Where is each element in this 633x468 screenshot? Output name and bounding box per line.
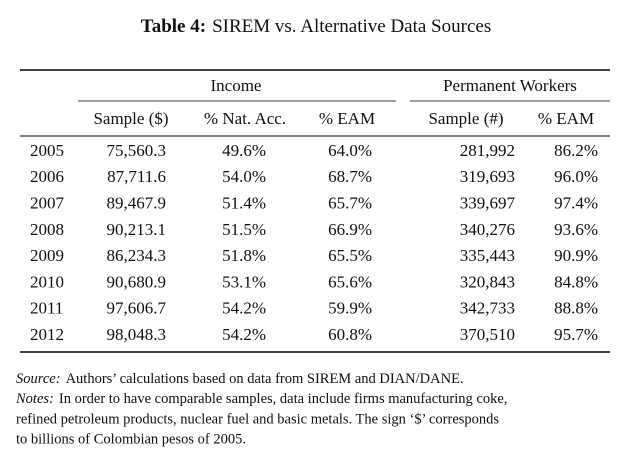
notes-line: Notes: In order to have comparable sample… (15, 391, 507, 407)
table-cell: 60.8% (328, 325, 372, 344)
table-cell: 87,711.6 (107, 167, 166, 186)
table-cell: 65.7% (328, 194, 372, 213)
table-cell: 281,992 (460, 141, 515, 160)
row-year: 2012 (30, 325, 64, 344)
group-header: Income (211, 76, 262, 95)
column-header: Sample (#) (428, 109, 503, 128)
table-cell: 59.9% (328, 299, 372, 318)
table-cell: 90.9% (554, 246, 598, 265)
column-header: % EAM (538, 109, 594, 128)
row-year: 2005 (30, 141, 64, 160)
table-cell: 93.6% (554, 220, 598, 239)
source-label: Source: (16, 371, 61, 387)
table-cell: 86,234.3 (107, 246, 167, 265)
source-note: Source: Authors’ calculations based on da… (16, 371, 464, 387)
notes-line: refined petroleum products, nuclear fuel… (16, 411, 499, 427)
row-year: 2011 (30, 299, 63, 318)
table-cell: 54.0% (222, 167, 266, 186)
notes-line: to billions of Colombian pesos of 2005. (16, 431, 246, 447)
table-title: Table 4: SIREM vs. Alternative Data Sourc… (141, 16, 491, 37)
table-cell: 88.8% (554, 299, 598, 318)
table-cell: 86.2% (554, 141, 598, 160)
table-cell: 54.2% (222, 325, 266, 344)
table-cell: 51.8% (222, 246, 266, 265)
table-cell: 90,213.1 (107, 220, 167, 239)
table-cell: 65.6% (328, 272, 372, 291)
title-text: SIREM vs. Alternative Data Sources (212, 16, 491, 37)
table-cell: 96.0% (554, 167, 598, 186)
table-cell: 49.6% (222, 141, 266, 160)
table-cell: 90,680.9 (107, 272, 167, 291)
table-cell: 335,443 (460, 246, 515, 265)
group-header: Permanent Workers (443, 76, 577, 95)
notes-text: In order to have comparable samples, dat… (59, 391, 508, 407)
table-cell: 340,276 (460, 220, 515, 239)
row-year: 2006 (30, 167, 64, 186)
row-year: 2009 (30, 246, 64, 265)
table-cell: 51.4% (222, 194, 266, 213)
table-cell: 342,733 (460, 299, 515, 318)
table-cell: 98,048.3 (107, 325, 167, 344)
row-year: 2008 (30, 220, 64, 239)
table-cell: 75,560.3 (107, 141, 167, 160)
table-cell: 320,843 (460, 272, 515, 291)
table-cell: 64.0% (328, 141, 372, 160)
column-header: % Nat. Acc. (204, 109, 286, 128)
table-cell: 84.8% (554, 272, 598, 291)
table-cell: 89,467.9 (107, 194, 167, 213)
row-year: 2007 (30, 194, 65, 213)
table-cell: 51.5% (222, 220, 266, 239)
column-header: Sample ($) (93, 109, 168, 128)
title-label: Table 4: (141, 16, 206, 37)
table-cell: 68.7% (328, 167, 372, 186)
notes-label: Notes: (15, 391, 54, 407)
column-header: % EAM (319, 109, 375, 128)
table-cell: 97,606.7 (107, 299, 167, 318)
source-text: Authors’ calculations based on data from… (66, 371, 464, 387)
table-cell: 65.5% (328, 246, 372, 265)
table-cell: 97.4% (554, 194, 598, 213)
table-cell: 319,693 (460, 167, 515, 186)
table-cell: 95.7% (554, 325, 598, 344)
table-cell: 66.9% (328, 220, 372, 239)
table-cell: 339,697 (460, 194, 516, 213)
table-cell: 370,510 (460, 325, 515, 344)
table-cell: 53.1% (222, 272, 266, 291)
table-cell: 54.2% (222, 299, 266, 318)
row-year: 2010 (30, 272, 64, 291)
